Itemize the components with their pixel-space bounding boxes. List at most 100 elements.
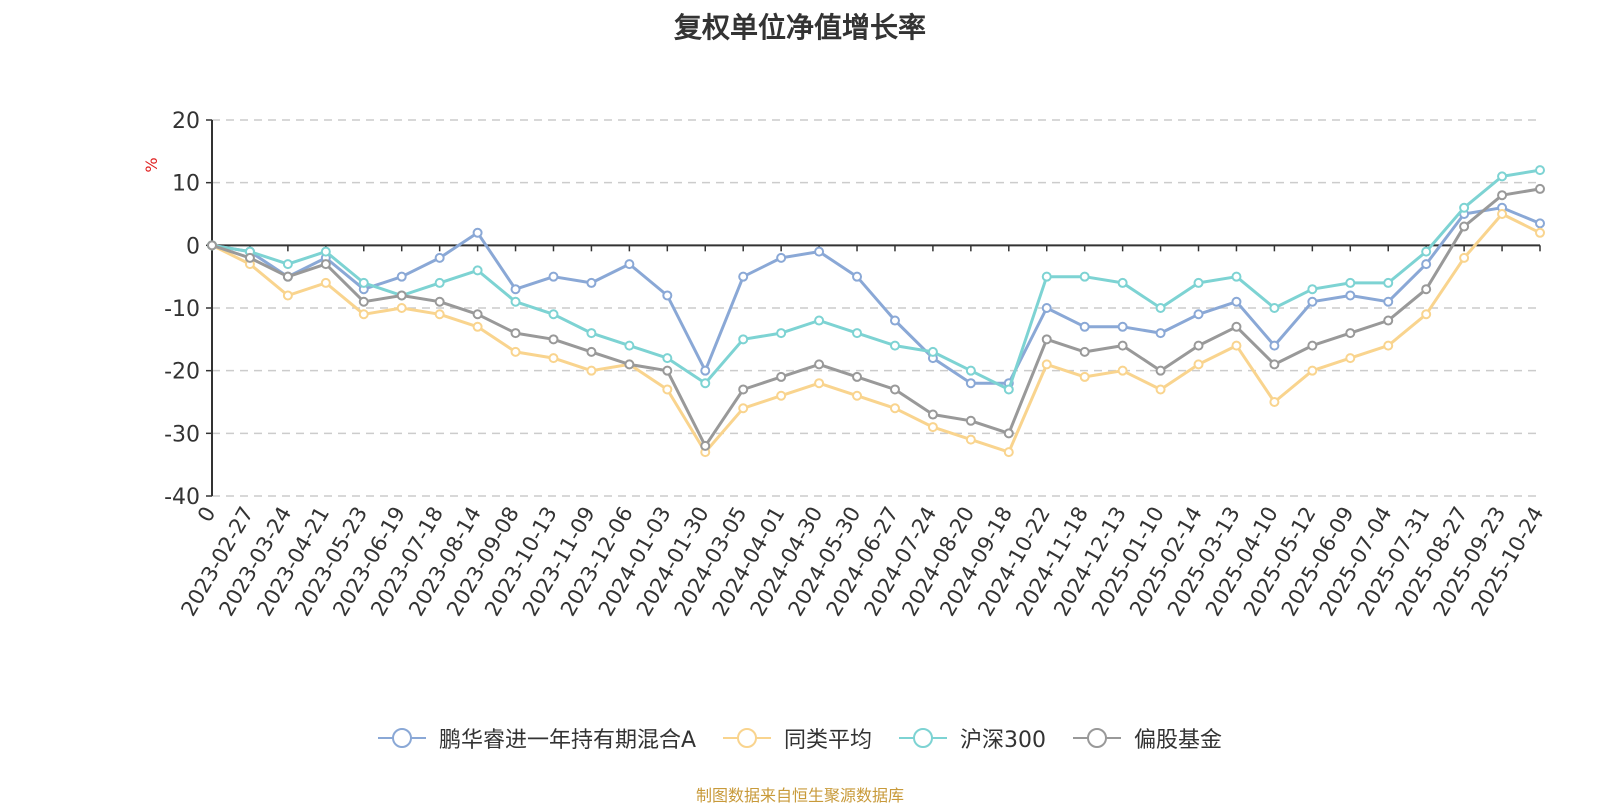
data-point[interactable] bbox=[548, 309, 559, 320]
data-point[interactable] bbox=[1269, 303, 1280, 313]
data-point[interactable] bbox=[1269, 340, 1280, 351]
legend-item[interactable]: 同类平均 bbox=[723, 722, 872, 754]
data-point[interactable] bbox=[1269, 359, 1280, 370]
data-point[interactable] bbox=[1307, 340, 1318, 351]
data-point[interactable] bbox=[1193, 309, 1204, 320]
data-point[interactable] bbox=[472, 309, 483, 320]
data-point[interactable] bbox=[548, 334, 559, 345]
data-point[interactable] bbox=[1307, 296, 1318, 307]
data-point[interactable] bbox=[1497, 171, 1508, 182]
data-point[interactable] bbox=[662, 353, 673, 364]
data-point[interactable] bbox=[662, 384, 673, 395]
data-point[interactable] bbox=[510, 296, 521, 307]
data-point[interactable] bbox=[889, 315, 900, 326]
data-point[interactable] bbox=[1041, 334, 1052, 345]
data-point[interactable] bbox=[852, 271, 863, 282]
data-point[interactable] bbox=[1535, 165, 1545, 176]
data-point[interactable] bbox=[1269, 397, 1280, 407]
data-point[interactable] bbox=[434, 296, 445, 307]
data-point[interactable] bbox=[1345, 290, 1356, 301]
data-point[interactable] bbox=[1117, 321, 1128, 332]
data-point[interactable] bbox=[1231, 340, 1242, 351]
data-point[interactable] bbox=[927, 346, 938, 357]
data-point[interactable] bbox=[1117, 277, 1128, 288]
data-point[interactable] bbox=[1345, 353, 1356, 364]
data-point[interactable] bbox=[738, 403, 749, 414]
data-point[interactable] bbox=[207, 240, 217, 251]
data-point[interactable] bbox=[1193, 277, 1204, 288]
data-point[interactable] bbox=[1421, 284, 1432, 295]
data-point[interactable] bbox=[624, 259, 635, 270]
data-point[interactable] bbox=[1383, 277, 1394, 288]
data-point[interactable] bbox=[1497, 190, 1508, 201]
data-point[interactable] bbox=[1383, 315, 1394, 326]
data-point[interactable] bbox=[510, 284, 521, 295]
data-point[interactable] bbox=[586, 328, 597, 339]
data-point[interactable] bbox=[1383, 296, 1394, 307]
data-point[interactable] bbox=[889, 340, 900, 351]
legend-item[interactable]: 鹏华睿进一年持有期混合A bbox=[377, 722, 696, 754]
data-point[interactable] bbox=[1497, 209, 1508, 219]
data-point[interactable] bbox=[738, 384, 749, 395]
data-point[interactable] bbox=[1307, 365, 1318, 376]
data-point[interactable] bbox=[1003, 447, 1014, 458]
data-point[interactable] bbox=[1383, 340, 1394, 351]
data-point[interactable] bbox=[1459, 221, 1470, 232]
data-point[interactable] bbox=[244, 252, 255, 263]
data-point[interactable] bbox=[282, 259, 293, 270]
data-point[interactable] bbox=[282, 290, 293, 301]
data-point[interactable] bbox=[1155, 384, 1166, 395]
data-point[interactable] bbox=[1155, 365, 1166, 376]
data-point[interactable] bbox=[889, 384, 900, 395]
data-point[interactable] bbox=[1155, 303, 1166, 313]
data-point[interactable] bbox=[396, 271, 407, 282]
data-point[interactable] bbox=[320, 259, 331, 270]
data-point[interactable] bbox=[965, 434, 976, 445]
data-point[interactable] bbox=[814, 378, 825, 389]
data-point[interactable] bbox=[776, 328, 787, 339]
data-point[interactable] bbox=[586, 346, 597, 357]
data-point[interactable] bbox=[965, 365, 976, 376]
data-point[interactable] bbox=[358, 296, 369, 307]
data-point[interactable] bbox=[965, 415, 976, 426]
data-point[interactable] bbox=[738, 334, 749, 345]
data-point[interactable] bbox=[1345, 277, 1356, 288]
data-point[interactable] bbox=[776, 390, 787, 401]
data-point[interactable] bbox=[1231, 321, 1242, 332]
data-point[interactable] bbox=[1003, 384, 1014, 395]
data-point[interactable] bbox=[1307, 284, 1318, 295]
data-point[interactable] bbox=[1041, 359, 1052, 370]
data-point[interactable] bbox=[700, 365, 711, 376]
data-point[interactable] bbox=[358, 277, 369, 288]
data-point[interactable] bbox=[927, 409, 938, 420]
legend-item[interactable]: 偏股基金 bbox=[1073, 722, 1222, 754]
data-point[interactable] bbox=[1459, 252, 1470, 263]
data-point[interactable] bbox=[1459, 202, 1470, 213]
data-point[interactable] bbox=[927, 422, 938, 433]
data-point[interactable] bbox=[1041, 271, 1052, 282]
data-point[interactable] bbox=[548, 353, 559, 364]
data-point[interactable] bbox=[434, 252, 445, 263]
data-point[interactable] bbox=[624, 359, 635, 370]
data-point[interactable] bbox=[700, 378, 711, 389]
data-point[interactable] bbox=[1345, 328, 1356, 339]
data-point[interactable] bbox=[548, 271, 559, 282]
data-point[interactable] bbox=[1421, 309, 1432, 320]
data-point[interactable] bbox=[1535, 227, 1545, 238]
data-point[interactable] bbox=[965, 378, 976, 389]
data-point[interactable] bbox=[358, 309, 369, 320]
data-point[interactable] bbox=[434, 277, 445, 288]
data-point[interactable] bbox=[1193, 359, 1204, 370]
data-point[interactable] bbox=[396, 303, 407, 313]
data-point[interactable] bbox=[738, 271, 749, 282]
data-point[interactable] bbox=[814, 315, 825, 326]
data-point[interactable] bbox=[776, 252, 787, 263]
data-point[interactable] bbox=[852, 371, 863, 382]
data-point[interactable] bbox=[1079, 346, 1090, 357]
data-point[interactable] bbox=[1117, 365, 1128, 376]
data-point[interactable] bbox=[889, 403, 900, 414]
data-point[interactable] bbox=[852, 328, 863, 339]
legend-item[interactable]: 沪深300 bbox=[899, 722, 1046, 754]
data-point[interactable] bbox=[510, 346, 521, 357]
data-point[interactable] bbox=[662, 290, 673, 301]
